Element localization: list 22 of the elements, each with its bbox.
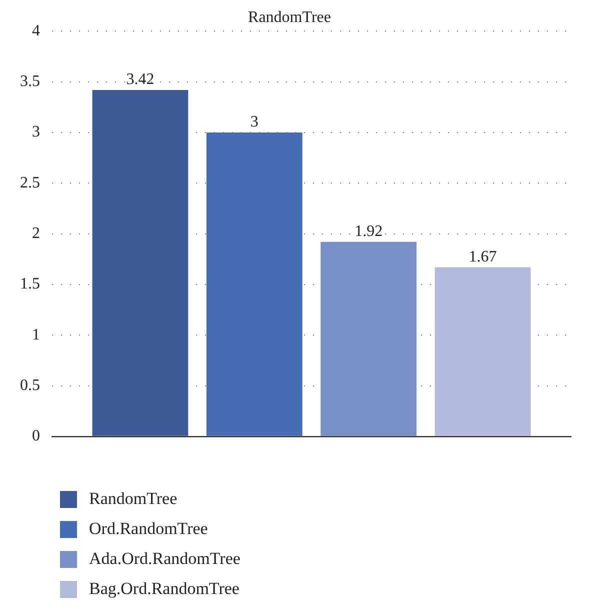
legend-label: Bag.Ord.RandomTree xyxy=(89,579,240,599)
y-tick-label: 2.5 xyxy=(20,174,40,192)
chart-title: RandomTree xyxy=(248,8,331,26)
y-tick-label: 0 xyxy=(32,428,40,445)
y-tick-label: 0.5 xyxy=(20,376,40,394)
data-label: 1.92 xyxy=(354,223,383,240)
bar xyxy=(92,90,188,436)
legend-label: Ada.Ord.RandomTree xyxy=(89,549,240,569)
legend-label: RandomTree xyxy=(89,489,178,509)
data-label: 3.42 xyxy=(126,71,154,88)
y-tick-label: 3 xyxy=(32,124,40,141)
bar xyxy=(434,267,531,436)
bar xyxy=(320,242,417,436)
y-tick-label: 1.5 xyxy=(20,276,40,293)
bar xyxy=(206,132,302,436)
y-tick-label: 3.5 xyxy=(20,73,40,90)
y-tick-label: 2 xyxy=(32,225,40,242)
y-tick-label: 1 xyxy=(32,326,40,344)
data-label: 3 xyxy=(250,114,258,131)
data-label: 1.67 xyxy=(468,248,497,266)
legend-label: Ord.RandomTree xyxy=(89,519,208,539)
y-tick-label: 4 xyxy=(32,22,40,40)
